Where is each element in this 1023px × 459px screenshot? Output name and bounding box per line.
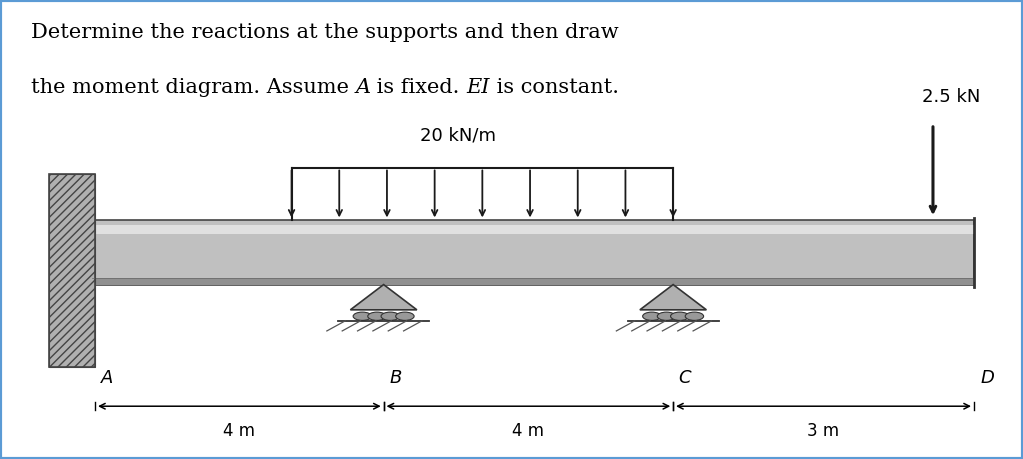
Circle shape — [353, 312, 371, 320]
Bar — [92, 220, 974, 285]
Text: 2.5 kN: 2.5 kN — [922, 88, 980, 106]
Text: Determine the reactions at the supports and then draw: Determine the reactions at the supports … — [31, 23, 618, 42]
Circle shape — [396, 312, 414, 320]
Text: is constant.: is constant. — [490, 78, 619, 97]
Text: 4 m: 4 m — [223, 422, 256, 440]
Circle shape — [381, 312, 399, 320]
Text: 4 m: 4 m — [513, 422, 544, 440]
Circle shape — [685, 312, 704, 320]
Text: is fixed.: is fixed. — [370, 78, 466, 97]
Text: EI: EI — [466, 78, 490, 97]
Circle shape — [368, 312, 387, 320]
Bar — [92, 225, 974, 235]
Text: $A$: $A$ — [100, 369, 115, 387]
Bar — [49, 174, 95, 367]
Text: 20 kN/m: 20 kN/m — [420, 127, 496, 145]
Circle shape — [658, 312, 675, 320]
Bar — [49, 174, 95, 367]
Text: 3 m: 3 m — [807, 422, 840, 440]
Polygon shape — [350, 285, 417, 310]
Circle shape — [642, 312, 661, 320]
Circle shape — [671, 312, 690, 320]
Text: A: A — [355, 78, 370, 97]
Text: $D$: $D$ — [980, 369, 995, 387]
Bar — [92, 278, 974, 285]
Text: the moment diagram. Assume: the moment diagram. Assume — [31, 78, 355, 97]
Text: $C$: $C$ — [678, 369, 693, 387]
Text: $B$: $B$ — [389, 369, 402, 387]
Polygon shape — [640, 285, 706, 310]
